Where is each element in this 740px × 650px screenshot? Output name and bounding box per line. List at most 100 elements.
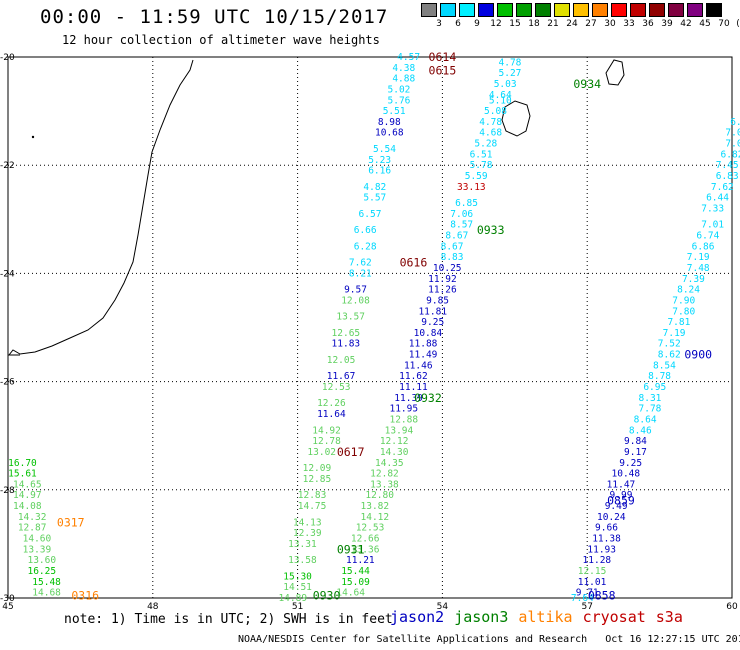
swh-label: 7.52 — [658, 339, 681, 350]
swh-label: 7.64 — [571, 593, 594, 604]
scale-label: 27 — [585, 19, 597, 29]
swh-label: 11.88 — [409, 339, 438, 350]
swh-label: 8.83 — [441, 252, 464, 263]
scale-label: 12 — [490, 19, 502, 29]
swh-label: 11.46 — [404, 360, 433, 371]
scale-label: 36 — [642, 19, 654, 29]
swh-label: 4.82 — [363, 182, 386, 193]
scale-label: 30 — [604, 19, 616, 29]
scale-label: (ft) — [736, 19, 740, 29]
swh-label: 7.06 — [450, 209, 473, 220]
coastline — [7, 59, 194, 356]
swh-label: 9.25 — [421, 317, 444, 328]
swh-label: 12.87 — [18, 523, 47, 534]
x-tick-label: 48 — [147, 602, 159, 612]
scale-label: 45 — [699, 19, 711, 29]
swh-label: 6.66 — [354, 225, 377, 236]
legend-jason2: jason2 — [390, 608, 445, 626]
scale-label: 33 — [623, 19, 635, 29]
swh-label: 5.08 — [484, 106, 507, 117]
swh-label: 13.38 — [370, 479, 399, 490]
scale-swatch — [516, 3, 532, 17]
scale-label: 42 — [680, 19, 692, 29]
swh-label: 9.71 — [576, 588, 599, 599]
legend-s3a: s3a — [655, 608, 683, 626]
swh-label: 12.53 — [322, 382, 351, 393]
swh-label: 5.10 — [489, 95, 512, 106]
swh-label: 14.32 — [18, 512, 47, 523]
swh-label: 8.67 — [445, 231, 468, 242]
swh-label: 6.85 — [455, 198, 478, 209]
swh-label: 10.84 — [414, 328, 443, 339]
swh-label: 11.11 — [399, 382, 428, 393]
swh-label: 5.78 — [470, 160, 493, 171]
time-label: 0615 — [429, 64, 457, 78]
legend-altika: altika — [518, 608, 573, 626]
swh-label: 9.84 — [624, 436, 647, 447]
swh-label: 8.54 — [653, 360, 676, 371]
swh-label: 8.24 — [677, 285, 700, 296]
swh-label: 5.28 — [474, 139, 497, 150]
swh-label: 9.49 — [605, 501, 628, 512]
swh-label: 16.70 — [8, 458, 37, 469]
swh-label: 9.66 — [595, 523, 618, 534]
swh-label: 4.78 — [499, 57, 522, 68]
swh-label: 14.89 — [278, 593, 307, 604]
swh-label: 7.90 — [672, 295, 695, 306]
swh-label: 14.92 — [312, 425, 341, 436]
swh-label: 12.85 — [303, 474, 332, 485]
swh-label: 5.23 — [368, 155, 391, 166]
swh-label: 11.26 — [428, 285, 457, 296]
time-label: 0933 — [477, 223, 505, 237]
swh-label: 11.93 — [587, 544, 616, 555]
swh-label: 7.80 — [672, 306, 695, 317]
x-tick-label: 45 — [2, 602, 13, 612]
x-tick-label: 54 — [437, 602, 449, 612]
swh-label: 11.62 — [399, 371, 428, 382]
mauritius-island — [605, 59, 625, 86]
y-tick-label: -28 — [0, 486, 15, 496]
swh-label: 12.12 — [380, 436, 409, 447]
scale-label: 3 — [436, 19, 442, 29]
swh-label: 7.39 — [682, 274, 705, 285]
swh-label: 5.03 — [494, 79, 517, 90]
swh-label: 11.49 — [409, 350, 438, 361]
time-label: 0932 — [414, 391, 442, 405]
swh-label: 11.28 — [583, 555, 612, 566]
scale-label: 39 — [661, 19, 673, 29]
swh-label: 7.81 — [667, 317, 690, 328]
plot-frame — [7, 56, 733, 599]
swh-label: 6.44 — [706, 193, 729, 204]
swh-label: 12.66 — [351, 533, 380, 544]
swh-label: 11.67 — [327, 371, 356, 382]
swh-label: 11.92 — [428, 274, 457, 285]
y-tick-label: -30 — [0, 594, 15, 604]
swh-label: 9.99 — [610, 490, 633, 501]
swh-label: 11.38 — [592, 533, 621, 544]
swh-label: 7.05 — [725, 139, 740, 150]
swh-label: 8.21 — [349, 268, 372, 279]
swh-label: 12.83 — [298, 490, 327, 501]
scale-label: 70 — [718, 19, 730, 29]
swh-label: 5.59 — [465, 171, 488, 182]
swh-label: 13.58 — [288, 555, 317, 566]
legend-jason3: jason3 — [454, 608, 509, 626]
swh-label: 12.39 — [293, 528, 322, 539]
swh-label: 6.16 — [368, 166, 391, 177]
swh-label: 12.65 — [332, 328, 361, 339]
swh-label: 8.62 — [658, 350, 681, 361]
swh-label: 4.38 — [392, 63, 415, 74]
swh-label: 33.13 — [457, 182, 486, 193]
swh-label: 6.51 — [730, 117, 740, 128]
swh-label: 15.30 — [283, 571, 312, 582]
swh-label: 9.17 — [624, 447, 647, 458]
swh-label: 4.64 — [489, 90, 512, 101]
legend-cryosat: cryosat — [582, 608, 646, 626]
swh-label: 11.01 — [578, 577, 607, 588]
y-tick-label: -20 — [0, 53, 15, 63]
scale-label: 15 — [509, 19, 521, 29]
swh-label: 5.51 — [383, 106, 406, 117]
swh-label: 12.80 — [365, 490, 394, 501]
swh-label: 13.94 — [385, 425, 414, 436]
